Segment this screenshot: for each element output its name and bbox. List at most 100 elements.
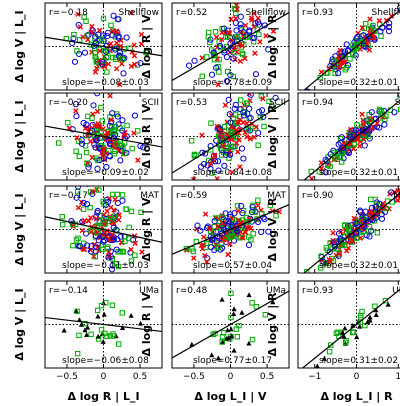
data-point-circle: [204, 162, 211, 169]
data-point-square: [128, 208, 135, 215]
data-point-x: [139, 249, 145, 255]
data-point-x: [330, 230, 336, 236]
data-point-square: [228, 129, 234, 135]
data-point-square: [346, 227, 352, 234]
data-point-square: [245, 127, 251, 133]
data-point-square: [113, 141, 120, 147]
data-point-triangle: [321, 355, 327, 361]
data-point-square: [104, 54, 110, 61]
data-point-x: [199, 55, 205, 61]
data-point-circle: [219, 244, 226, 251]
data-point-triangle: [209, 352, 215, 358]
data-point-circle: [338, 134, 345, 141]
data-point-square: [76, 153, 83, 160]
data-point-circle: [194, 222, 201, 229]
data-point-x: [101, 229, 108, 236]
x-tick-label: 0: [228, 372, 234, 382]
data-point-x: [367, 16, 373, 22]
data-point-triangle: [82, 327, 88, 333]
data-point-square: [250, 207, 256, 213]
data-point-x: [225, 251, 231, 258]
data-point-x: [101, 64, 108, 70]
data-point-square: [126, 235, 132, 242]
data-point-circle: [123, 34, 130, 41]
y-axis-label: Δ log V | L_I: [13, 10, 26, 82]
y-axis-label: Δ log V | L_I: [13, 288, 26, 360]
data-point-square: [100, 15, 107, 22]
data-point-x: [110, 143, 117, 149]
data-point-circle: [78, 140, 86, 147]
data-point-x: [75, 11, 81, 17]
data-point-circle: [352, 52, 359, 59]
data-point-square: [342, 242, 348, 248]
data-point-square: [244, 100, 251, 107]
data-point-square: [102, 47, 108, 54]
fit-line: [172, 99, 289, 174]
y-axis-label: Δ log V | L_I: [13, 100, 26, 172]
data-point-circle: [226, 111, 233, 118]
data-point-square: [337, 135, 344, 142]
data-point-square: [134, 128, 141, 134]
data-point-square: [318, 265, 324, 271]
data-point-x: [128, 246, 134, 253]
data-point-square: [327, 342, 334, 348]
data-point-square: [257, 114, 263, 121]
dataset-label: Shellflow: [372, 8, 400, 18]
y-axis-label: Δ log V | R: [266, 292, 279, 357]
data-point-x: [251, 10, 257, 17]
x-axis-label: Δ log R | L_I: [67, 390, 139, 403]
data-point-x: [104, 130, 111, 136]
data-point-square: [342, 54, 348, 60]
data-point-circle: [110, 234, 117, 241]
data-point-x: [214, 175, 220, 180]
data-point-x: [349, 237, 355, 244]
fit-line: [45, 36, 162, 57]
data-point-square: [234, 333, 240, 340]
data-point-circle: [361, 142, 368, 149]
data-point-circle: [212, 158, 219, 165]
data-point-circle: [335, 230, 343, 237]
data-point-circle: [105, 254, 112, 261]
data-point-circle: [110, 224, 117, 232]
data-point-x: [242, 129, 248, 136]
data-point-square: [267, 202, 273, 209]
data-point-square: [94, 229, 100, 235]
data-point-circle: [109, 32, 116, 39]
dataset-label: SCII: [142, 98, 159, 108]
y-axis-label: Δ log V | R: [266, 14, 279, 79]
data-point-x: [116, 212, 122, 218]
data-point-circle: [261, 216, 268, 223]
data-point-square: [85, 113, 91, 120]
data-point-square: [109, 291, 113, 295]
data-point-x: [87, 138, 94, 145]
data-point-square: [223, 34, 229, 40]
fit-line: [303, 99, 400, 180]
data-point-square: [93, 59, 100, 65]
data-point-square: [70, 242, 76, 249]
data-point-x: [117, 81, 123, 88]
data-point-square: [367, 118, 373, 124]
data-point-square: [347, 56, 353, 62]
y-axis-label: Δ log V | L_I: [13, 193, 26, 265]
data-point-circle: [227, 119, 234, 126]
data-point-circle: [216, 42, 224, 50]
data-point-circle: [223, 53, 230, 61]
data-point-x: [88, 229, 94, 235]
data-point-square: [83, 149, 90, 156]
data-point-square: [317, 74, 323, 81]
data-point-circle: [255, 129, 262, 136]
data-point-square: [398, 106, 400, 113]
data-point-triangle: [119, 325, 126, 330]
data-point-circle: [246, 105, 253, 112]
data-point-square: [84, 160, 90, 166]
correlation-label: r=0.90: [302, 191, 334, 201]
data-point-circle: [103, 163, 110, 171]
data-point-circle: [90, 102, 97, 109]
data-point-square: [205, 29, 212, 36]
correlation-label: r=0.94: [302, 98, 334, 108]
data-point-x: [241, 93, 246, 94]
data-point-x: [233, 15, 239, 21]
data-point-circle: [200, 160, 208, 168]
data-point-square: [233, 112, 239, 118]
